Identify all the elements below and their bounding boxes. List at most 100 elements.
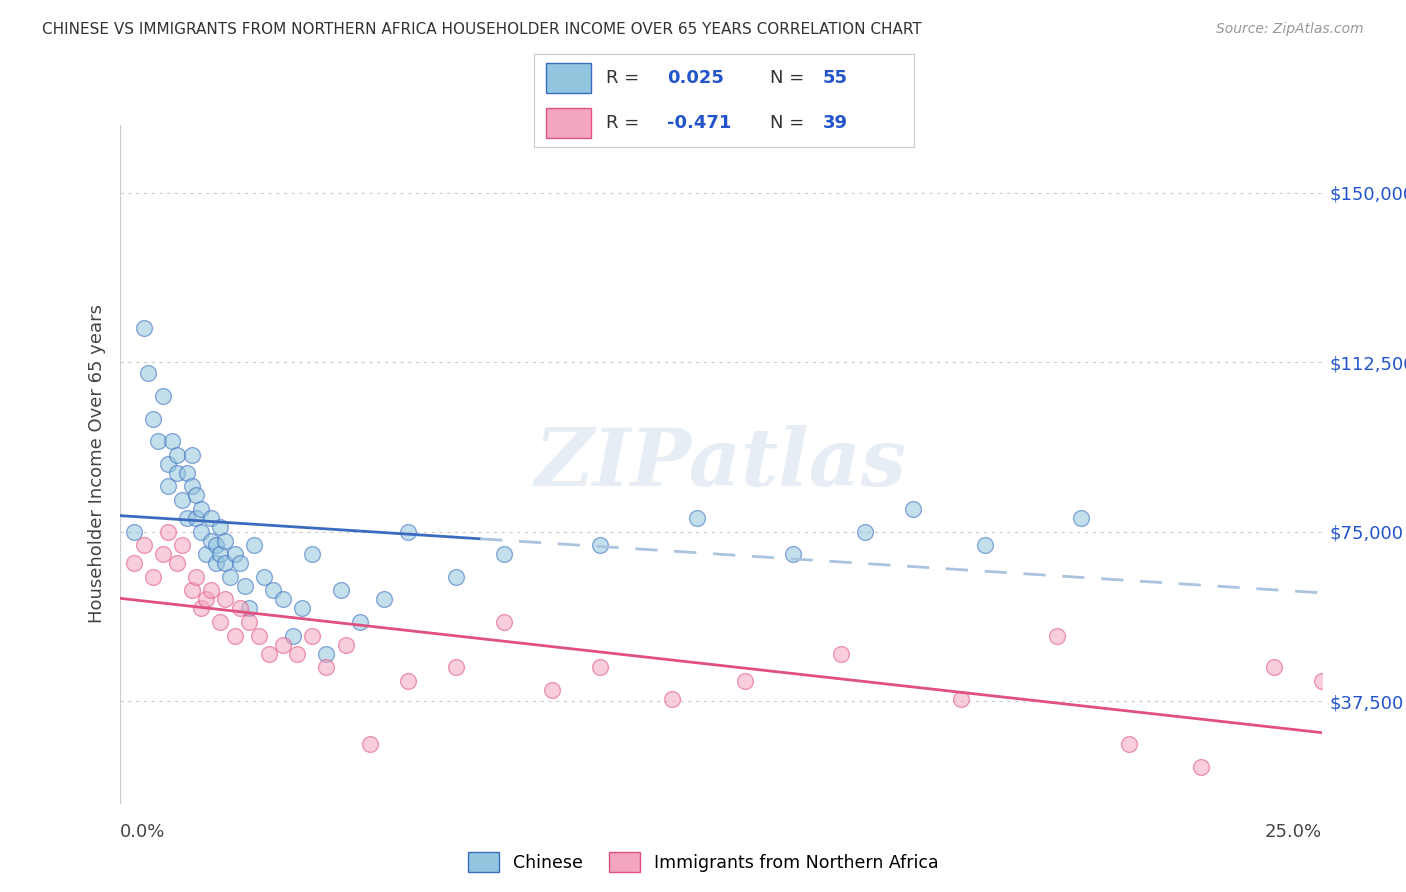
Point: [271, 592, 294, 607]
Point: [396, 524, 419, 539]
Point: [1263, 660, 1285, 674]
Legend: Chinese, Immigrants from Northern Africa: Chinese, Immigrants from Northern Africa: [461, 845, 945, 879]
Text: R =: R =: [606, 69, 645, 87]
Point: [186, 511, 208, 525]
Point: [224, 629, 246, 643]
Text: 39: 39: [823, 114, 848, 132]
Point: [243, 538, 266, 552]
Point: [156, 524, 179, 539]
Point: [444, 660, 467, 674]
Bar: [546, 63, 591, 93]
Point: [170, 538, 193, 552]
Point: [190, 601, 212, 615]
Point: [214, 533, 236, 548]
Point: [190, 502, 212, 516]
Point: [162, 434, 184, 449]
Point: [685, 511, 707, 525]
Point: [122, 556, 145, 570]
Text: CHINESE VS IMMIGRANTS FROM NORTHERN AFRICA HOUSEHOLDER INCOME OVER 65 YEARS CORR: CHINESE VS IMMIGRANTS FROM NORTHERN AFRI…: [42, 22, 922, 37]
Text: 25.0%: 25.0%: [1264, 822, 1322, 840]
Point: [349, 615, 371, 629]
Point: [373, 592, 395, 607]
Text: 0.025: 0.025: [666, 69, 724, 87]
Point: [291, 601, 314, 615]
Point: [186, 488, 208, 502]
Point: [949, 691, 972, 706]
Point: [396, 673, 419, 688]
Point: [853, 524, 876, 539]
Point: [329, 583, 352, 598]
Point: [132, 321, 155, 335]
Point: [176, 511, 198, 525]
Text: N =: N =: [769, 114, 810, 132]
Point: [152, 547, 174, 561]
Point: [142, 570, 165, 584]
Point: [494, 615, 516, 629]
Point: [315, 647, 337, 661]
Point: [830, 647, 852, 661]
Point: [224, 547, 246, 561]
Point: [170, 493, 193, 508]
Point: [661, 691, 683, 706]
Point: [228, 601, 252, 615]
Point: [315, 660, 337, 674]
Bar: [546, 108, 591, 138]
Point: [262, 583, 284, 598]
Point: [444, 570, 467, 584]
Point: [301, 629, 323, 643]
Point: [238, 615, 260, 629]
Point: [132, 538, 155, 552]
Point: [253, 570, 276, 584]
Point: [166, 466, 188, 480]
Point: [1118, 737, 1140, 751]
Text: 0.0%: 0.0%: [120, 822, 165, 840]
Point: [782, 547, 804, 561]
Point: [180, 479, 202, 493]
Point: [204, 538, 226, 552]
Point: [156, 457, 179, 471]
Point: [214, 556, 236, 570]
Point: [122, 524, 145, 539]
Point: [195, 547, 218, 561]
Point: [1310, 673, 1333, 688]
Point: [152, 389, 174, 403]
Point: [195, 592, 218, 607]
Point: [734, 673, 756, 688]
Point: [1046, 629, 1069, 643]
Point: [209, 520, 232, 534]
Point: [494, 547, 516, 561]
Point: [589, 538, 612, 552]
Point: [200, 533, 222, 548]
Point: [190, 524, 212, 539]
Point: [146, 434, 169, 449]
Text: R =: R =: [606, 114, 645, 132]
Point: [359, 737, 381, 751]
Point: [180, 448, 202, 462]
Point: [166, 448, 188, 462]
Point: [228, 556, 252, 570]
Text: N =: N =: [769, 69, 810, 87]
Point: [238, 601, 260, 615]
Point: [142, 411, 165, 425]
Point: [974, 538, 997, 552]
Point: [301, 547, 323, 561]
Point: [209, 547, 232, 561]
Point: [335, 638, 357, 652]
Point: [186, 570, 208, 584]
Point: [1189, 759, 1212, 773]
Point: [287, 647, 309, 661]
Point: [156, 479, 179, 493]
Point: [281, 629, 304, 643]
Point: [204, 556, 226, 570]
Point: [219, 570, 242, 584]
Point: [233, 579, 256, 593]
Text: 55: 55: [823, 69, 848, 87]
Y-axis label: Householder Income Over 65 years: Householder Income Over 65 years: [87, 304, 105, 624]
Point: [138, 367, 160, 381]
Point: [589, 660, 612, 674]
Point: [1070, 511, 1092, 525]
Point: [247, 629, 270, 643]
Point: [541, 682, 564, 697]
Point: [166, 556, 188, 570]
Point: [176, 466, 198, 480]
